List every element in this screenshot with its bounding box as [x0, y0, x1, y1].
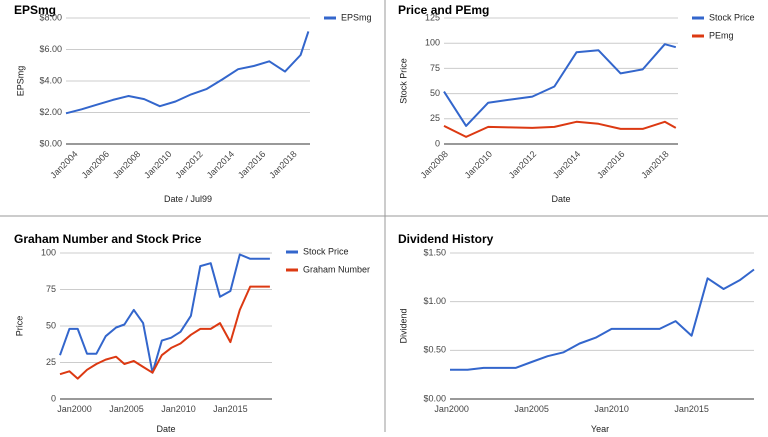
x-tick-label: Jan2010 — [594, 404, 629, 414]
y-tick-label: 25 — [46, 357, 56, 367]
y-tick-label: 100 — [41, 247, 56, 257]
y-tick-label: 0 — [435, 138, 440, 148]
y-tick-label: 25 — [430, 113, 440, 123]
x-tick-label: Jan2012 — [507, 149, 538, 180]
x-axis-label: Date — [551, 194, 570, 204]
y-tick-label: $0.00 — [39, 138, 62, 148]
series-line-epsmg — [65, 31, 310, 115]
x-tick-label: Jan2010 — [463, 149, 494, 180]
x-tick-label: Jan2014 — [205, 149, 236, 180]
x-tick-label: Jan2000 — [57, 404, 92, 414]
y-tick-label: $2.00 — [39, 107, 62, 117]
x-axis-label: Year — [591, 424, 609, 432]
chart-title: Graham Number and Stock Price — [14, 232, 202, 246]
x-tick-label: Jan2005 — [109, 404, 144, 414]
y-tick-label: $1.50 — [423, 247, 446, 257]
legend-label: PEmg — [709, 30, 734, 40]
chart-title: Price and PEmg — [398, 3, 489, 17]
y-tick-label: 75 — [430, 63, 440, 73]
chart-title: Dividend History — [398, 232, 494, 246]
x-axis-label: Date — [156, 424, 175, 432]
series-line-dividend — [450, 268, 755, 371]
series-line-pemg — [443, 120, 677, 138]
y-tick-label: $0.50 — [423, 345, 446, 355]
y-tick-label: 125 — [425, 12, 440, 22]
y-tick-label: 50 — [46, 320, 56, 330]
x-tick-label: Jan2008 — [111, 149, 142, 180]
x-tick-label: Jan2016 — [595, 149, 626, 180]
y-tick-label: 100 — [425, 38, 440, 48]
y-tick-label: 75 — [46, 284, 56, 294]
legend-label: Stock Price — [303, 246, 349, 256]
x-tick-label: Jan2006 — [80, 149, 111, 180]
x-tick-label: Jan2004 — [48, 149, 79, 180]
y-tick-label: 50 — [430, 88, 440, 98]
y-tick-label: $8.00 — [39, 12, 62, 22]
chart-panel-2: Price and PEmg 0 25 50 75 100 125 Jan2008 Jan201… — [398, 3, 755, 204]
y-axis-label: Dividend — [398, 308, 408, 343]
x-tick-label: Jan2015 — [674, 404, 709, 414]
y-tick-label: 0 — [51, 393, 56, 403]
chart-panel-3: Graham Number and Stock Price 0 25 50 75 100 J… — [14, 232, 370, 434]
x-tick-label: Jan2012 — [173, 149, 204, 180]
x-tick-label: Jan2018 — [267, 149, 298, 180]
series-line-graham-number — [59, 285, 270, 380]
y-tick-label: $0.00 — [423, 393, 446, 403]
x-tick-label: Jan2010 — [142, 149, 173, 180]
chart-title: EPSmg — [14, 3, 56, 17]
series-line-stock-price — [59, 253, 270, 374]
x-tick-label: Jan2015 — [213, 404, 248, 414]
x-tick-label: Jan2010 — [161, 404, 196, 414]
x-tick-label: Jan2016 — [236, 149, 267, 180]
legend-label: EPSmg — [341, 12, 372, 22]
chart-panel-4: Dividend History $0.00 $0.50 $1.00 $1.50 Jan2… — [398, 232, 755, 434]
y-axis-label: Stock Price — [398, 58, 408, 104]
y-tick-label: $1.00 — [423, 296, 446, 306]
y-axis-label: Price — [14, 316, 24, 337]
x-tick-label: Jan2005 — [514, 404, 549, 414]
series-line-stock-price — [443, 43, 677, 127]
x-tick-label: Jan2008 — [418, 149, 449, 180]
y-axis-label: EPSmg — [15, 66, 25, 97]
legend-label: Graham Number — [303, 264, 370, 274]
x-axis-label: Date / Jul99 — [164, 194, 212, 204]
x-tick-label: Jan2000 — [434, 404, 469, 414]
x-tick-label: Jan2014 — [551, 149, 582, 180]
y-tick-label: $4.00 — [39, 75, 62, 85]
legend-label: Stock Price — [709, 12, 755, 22]
y-tick-label: $6.00 — [39, 44, 62, 54]
x-tick-label: Jan2018 — [639, 149, 670, 180]
